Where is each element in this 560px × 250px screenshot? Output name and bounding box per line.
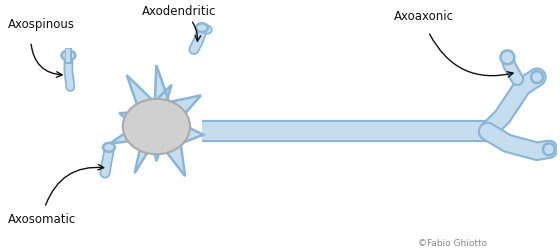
Circle shape bbox=[543, 143, 555, 155]
Polygon shape bbox=[110, 65, 203, 176]
Text: Axosomatic: Axosomatic bbox=[8, 212, 76, 226]
Ellipse shape bbox=[103, 143, 115, 152]
Text: Axospinous: Axospinous bbox=[8, 18, 75, 31]
Ellipse shape bbox=[123, 99, 190, 154]
Text: Axoaxonic: Axoaxonic bbox=[394, 10, 454, 23]
Text: ©Fabio Ghiotto: ©Fabio Ghiotto bbox=[418, 239, 488, 248]
Circle shape bbox=[531, 71, 543, 83]
Circle shape bbox=[501, 50, 514, 64]
Ellipse shape bbox=[196, 23, 208, 32]
Text: Axodendritic: Axodendritic bbox=[142, 5, 216, 18]
Ellipse shape bbox=[62, 50, 76, 60]
